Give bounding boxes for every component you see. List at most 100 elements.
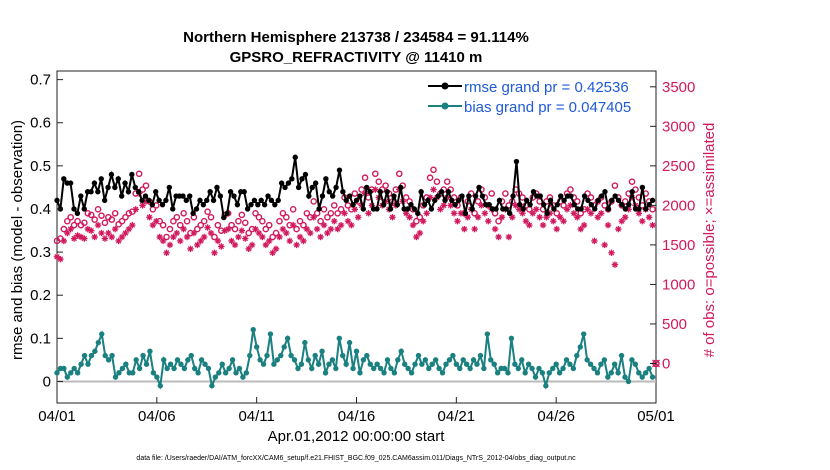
bias-point [216,370,222,376]
left-tick-label: 0.4 [30,201,51,218]
legend-bias-label: bias grand pr = 0.047405 [464,99,631,116]
obs-assimilated-point [183,233,191,241]
rmse-point [265,193,271,199]
rmse-point [558,193,564,199]
rmse-point [438,189,445,195]
right-tick-label: 3500 [662,79,695,96]
obs-assimilated-point [611,261,619,268]
bias-point [450,352,456,359]
rmse-point [278,180,285,186]
obs-possible-point [395,170,403,178]
obs-assimilated-point [649,221,656,229]
bias-point [429,361,435,367]
obs-assimilated-series [53,186,660,368]
rmse-point [585,197,591,204]
legend-rmse-label: rmse grand pr = 0.42536 [464,79,629,96]
right-tick-label: 500 [662,316,687,333]
obs-assimilated-point [331,217,338,225]
rmse-point [421,201,428,208]
left-tick-label: 0.1 [30,330,51,347]
obs-possible-point [587,194,595,201]
obs-possible-point [402,194,410,201]
left-tick-label: 0.5 [30,158,51,175]
obs-assimilated-point [57,255,64,263]
bias-point [639,374,645,380]
obs-possible-point [553,209,561,217]
bias-point [470,357,477,363]
bias-point [432,357,439,363]
rmse-point [275,197,281,204]
rmse-point [472,193,479,199]
bias-point [391,370,398,376]
rmse-point [459,193,465,199]
obs-assimilated-point [293,241,300,249]
rmse-point [146,197,152,204]
rmse-point [381,201,387,208]
obs-possible-point [108,216,116,223]
rmse-point [180,193,186,199]
bias-point [357,370,363,376]
left-tick-label: 0 [43,373,51,390]
obs-assimilated-point [310,214,317,221]
rmse-point [139,197,145,204]
rmse-point [544,210,550,216]
obs-assimilated-point [587,210,595,217]
bias-point [491,361,497,367]
bias-point [488,357,494,363]
obs-assimilated-point [170,233,177,241]
rmse-point [67,180,74,186]
bias-point [364,352,370,359]
bias-point [181,365,188,372]
obs-possible-point [60,225,68,233]
obs-possible-point [118,217,126,225]
rmse-point [224,210,230,216]
obs-possible-point [611,182,619,189]
obs-possible-point [125,209,133,217]
obs-assimilated-point [177,237,184,245]
obs-assimilated-point [556,214,564,221]
obs-possible-point [91,216,98,223]
right-axis-label: # of obs: o=possible; ×=assimilated [701,123,718,358]
rmse-point [261,201,268,208]
bias-point [484,331,491,337]
right-tick-label: 0 [662,355,670,372]
bias-point [577,344,583,350]
obs-assimilated-point [194,241,201,249]
obs-assimilated-point [98,229,105,237]
bias-point [522,370,528,376]
bias-point [195,370,201,376]
rmse-point [639,184,646,191]
obs-assimilated-point [248,241,256,249]
obs-assimilated-point [67,225,74,233]
left-axis-label: rmse and bias (model - observation) [9,120,26,360]
bias-point [381,370,387,376]
bias-point [54,370,60,376]
bias-point [474,361,480,367]
bias-point [443,361,449,367]
bias-point [99,331,105,337]
rmse-point [350,201,356,208]
rmse-point [517,201,523,208]
rmse-point [197,197,203,204]
bias-point [205,365,212,372]
rmse-point [132,184,138,191]
rmse-point [282,184,288,191]
obs-assimilated-point [283,229,290,237]
obs-assimilated-point [598,210,605,217]
bias-point [288,352,294,359]
rmse-point [469,206,475,212]
obs-assimilated-point [474,214,482,221]
rmse-point [415,210,421,216]
bias-point [109,352,115,359]
rmse-point [272,201,278,208]
obs-assimilated-point [108,233,115,241]
bias-point [278,352,284,359]
obs-assimilated-point [550,217,557,225]
obs-assimilated-point [580,221,588,229]
obs-assimilated-point [139,202,146,209]
obs-assimilated-point [409,221,417,229]
rmse-point [513,158,520,165]
x-axis-ticks: 04/01 04/06 04/11 04/16 04/21 04/26 05/01 [38,397,675,425]
bias-point [605,374,611,380]
rmse-point [248,201,254,208]
